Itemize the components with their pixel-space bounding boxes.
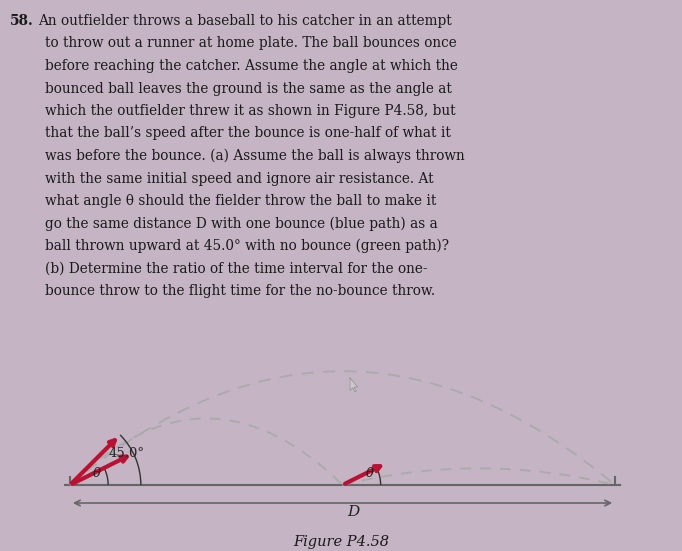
Text: before reaching the catcher. Assume the angle at which the: before reaching the catcher. Assume the …	[45, 59, 458, 73]
Text: with the same initial speed and ignore air resistance. At: with the same initial speed and ignore a…	[45, 171, 434, 186]
Text: 58.: 58.	[10, 14, 33, 28]
Text: Figure P4.58: Figure P4.58	[293, 535, 389, 549]
Text: An outfielder throws a baseball to his catcher in an attempt: An outfielder throws a baseball to his c…	[38, 14, 451, 28]
Text: what angle θ should the fielder throw the ball to make it: what angle θ should the fielder throw th…	[45, 194, 436, 208]
Text: ball thrown upward at 45.0° with no bounce (green path)?: ball thrown upward at 45.0° with no boun…	[45, 239, 449, 253]
Text: θ: θ	[366, 467, 373, 480]
Text: 45.0°: 45.0°	[109, 447, 145, 460]
Text: θ: θ	[93, 467, 101, 480]
Text: D: D	[348, 505, 359, 519]
Text: to throw out a runner at home plate. The ball bounces once: to throw out a runner at home plate. The…	[45, 36, 457, 51]
Polygon shape	[350, 378, 357, 392]
Text: that the ball’s speed after the bounce is one-half of what it: that the ball’s speed after the bounce i…	[45, 127, 451, 141]
Text: bounce throw to the flight time for the no-bounce throw.: bounce throw to the flight time for the …	[45, 284, 435, 298]
Text: bounced ball leaves the ground is the same as the angle at: bounced ball leaves the ground is the sa…	[45, 82, 452, 95]
Text: was before the bounce. (a) Assume the ball is always thrown: was before the bounce. (a) Assume the ba…	[45, 149, 464, 164]
Text: which the outfielder threw it as shown in Figure P4.58, but: which the outfielder threw it as shown i…	[45, 104, 456, 118]
Text: (b) Determine the ratio of the time interval for the one-: (b) Determine the ratio of the time inte…	[45, 262, 428, 276]
Text: go the same distance D with one bounce (blue path) as a: go the same distance D with one bounce (…	[45, 217, 438, 231]
